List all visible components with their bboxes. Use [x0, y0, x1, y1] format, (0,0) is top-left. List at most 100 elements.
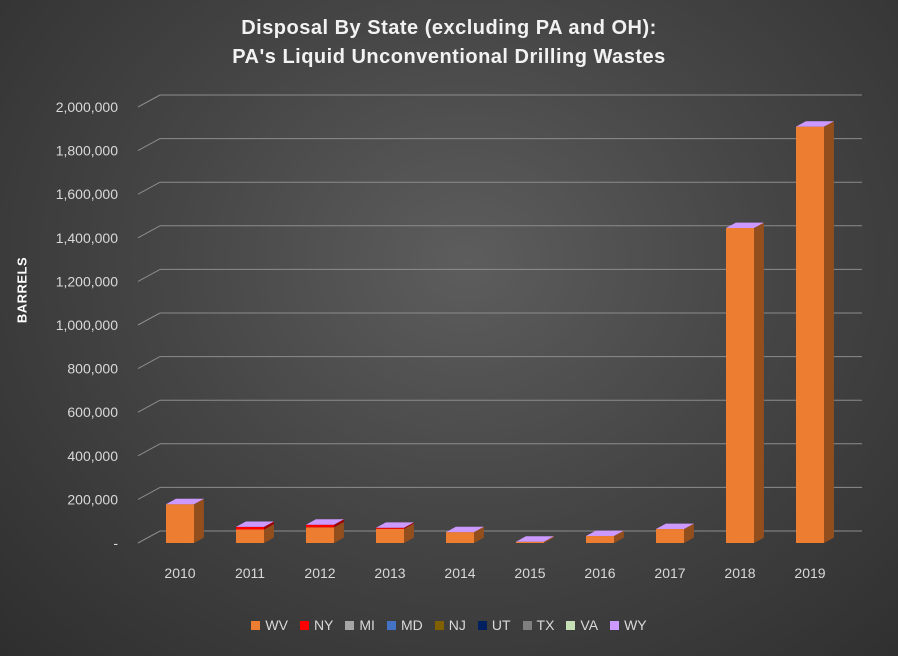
x-tick-label: 2015 — [514, 565, 545, 581]
legend-swatch — [566, 620, 576, 630]
gridline-diagonal — [137, 181, 161, 195]
legend-label: WV — [265, 617, 288, 633]
bar-side-ny — [264, 521, 274, 530]
bar-segment-wv — [586, 536, 614, 543]
legend-item-wy: WY — [610, 617, 647, 633]
bar-segment-wv — [306, 527, 334, 543]
legend-item-va: VA — [566, 617, 598, 633]
legend-item-nj: NJ — [434, 617, 466, 633]
legend-label: NJ — [448, 617, 466, 633]
bar-top-cap — [446, 526, 484, 533]
bar-segment-ny — [306, 524, 334, 528]
legend-swatch — [345, 620, 355, 630]
gridline-diagonal — [137, 225, 161, 239]
legend-item-wv: WV — [251, 617, 288, 633]
legend-swatch — [522, 620, 532, 630]
y-tick-label: 1,800,000 — [56, 143, 118, 159]
legend-label: MI — [359, 617, 375, 633]
legend-label: VA — [580, 617, 599, 633]
bar-side-wv — [334, 521, 344, 543]
bar-top-cap — [306, 519, 344, 525]
gridline-diagonal — [137, 312, 161, 326]
bar-side-wv — [264, 524, 274, 543]
bar-top-cap — [656, 523, 694, 530]
legend-swatch — [251, 620, 261, 630]
chart-legend: WV NY MI MD NJ UT TX VA WY — [0, 617, 898, 633]
legend-swatch — [477, 620, 487, 630]
bar-segment-ny — [376, 527, 404, 529]
bar-side-wv — [544, 536, 554, 543]
bar-side-wv — [614, 530, 624, 543]
chart-title: Disposal By State (excluding PA and OH):… — [0, 14, 898, 72]
y-tick-label: 2,000,000 — [56, 99, 118, 115]
gridline-diagonal — [137, 530, 161, 544]
x-tick-label: 2019 — [794, 565, 825, 581]
bar-segment-wv — [166, 504, 194, 543]
x-tick-label: 2017 — [654, 565, 685, 581]
bar-side-ny — [334, 519, 344, 528]
bar-segment-wv — [726, 227, 754, 544]
bar-top-cap — [516, 536, 554, 542]
legend-label: NY — [313, 617, 334, 633]
y-tick-label: 400,000 — [67, 448, 118, 464]
bar-segment-ny — [236, 526, 264, 530]
bar-side-wv — [404, 523, 414, 543]
legend-swatch — [386, 620, 396, 630]
legend-label: WY — [624, 617, 647, 633]
y-tick-label: 1,200,000 — [56, 273, 118, 289]
bar-segment-wv — [446, 532, 474, 543]
x-tick-label: 2010 — [164, 565, 195, 581]
legend-label: TX — [536, 617, 555, 633]
bar-segment-wv — [376, 528, 404, 543]
legend-swatch — [299, 620, 309, 630]
legend-swatch — [610, 620, 620, 630]
bar-top-cap — [796, 121, 834, 127]
gridline-diagonal — [137, 94, 161, 108]
gridline-diagonal — [137, 399, 161, 413]
bar-side-wv — [754, 222, 764, 543]
bar-top-cap — [586, 530, 624, 537]
y-tick-label: - — [113, 535, 118, 551]
bar-side-ny — [404, 522, 414, 529]
y-tick-label: 1,000,000 — [56, 317, 118, 333]
bar-side-wv — [824, 121, 834, 543]
bar-side-wv — [194, 498, 204, 543]
legend-label: UT — [491, 617, 511, 633]
bar-top-cap — [236, 521, 274, 527]
legend-item-md: MD — [386, 617, 423, 633]
y-tick-label: 800,000 — [67, 361, 118, 377]
legend-item-mi: MI — [345, 617, 375, 633]
legend-label: MD — [400, 617, 423, 633]
bar-side-wv — [474, 526, 484, 543]
legend-item-tx: TX — [522, 617, 555, 633]
bar-segment-wv — [516, 541, 544, 543]
gridline-diagonal — [137, 443, 161, 457]
legend-swatch — [434, 620, 444, 630]
bar-top-cap — [166, 498, 204, 505]
y-tick-label: 600,000 — [67, 404, 118, 420]
x-tick-label: 2016 — [584, 565, 615, 581]
gridline-diagonal — [137, 138, 161, 152]
chart-title-line-1: Disposal By State (excluding PA and OH): — [241, 17, 657, 39]
gridline-diagonal — [137, 356, 161, 370]
legend-item-ny: NY — [299, 617, 334, 633]
x-tick-label: 2018 — [724, 565, 755, 581]
x-tick-label: 2013 — [374, 565, 405, 581]
bar-segment-wv — [656, 529, 684, 543]
y-tick-label: 1,400,000 — [56, 230, 118, 246]
bar-segment-wv — [796, 126, 824, 544]
gridline-diagonal — [137, 268, 161, 282]
legend-item-ut: UT — [477, 617, 511, 633]
x-tick-label: 2014 — [444, 565, 475, 581]
x-tick-label: 2012 — [304, 565, 335, 581]
bar-segment-wv — [236, 529, 264, 543]
x-tick-label: 2011 — [235, 565, 265, 581]
y-tick-label: 200,000 — [67, 491, 118, 507]
bar-top-cap — [376, 522, 414, 528]
bar-top-cap — [726, 222, 764, 228]
y-tick-label: 1,600,000 — [56, 186, 118, 202]
chart-title-line-2: PA's Liquid Unconventional Drilling Wast… — [232, 46, 666, 68]
gridline-diagonal — [137, 486, 161, 500]
bar-side-wv — [684, 523, 694, 543]
